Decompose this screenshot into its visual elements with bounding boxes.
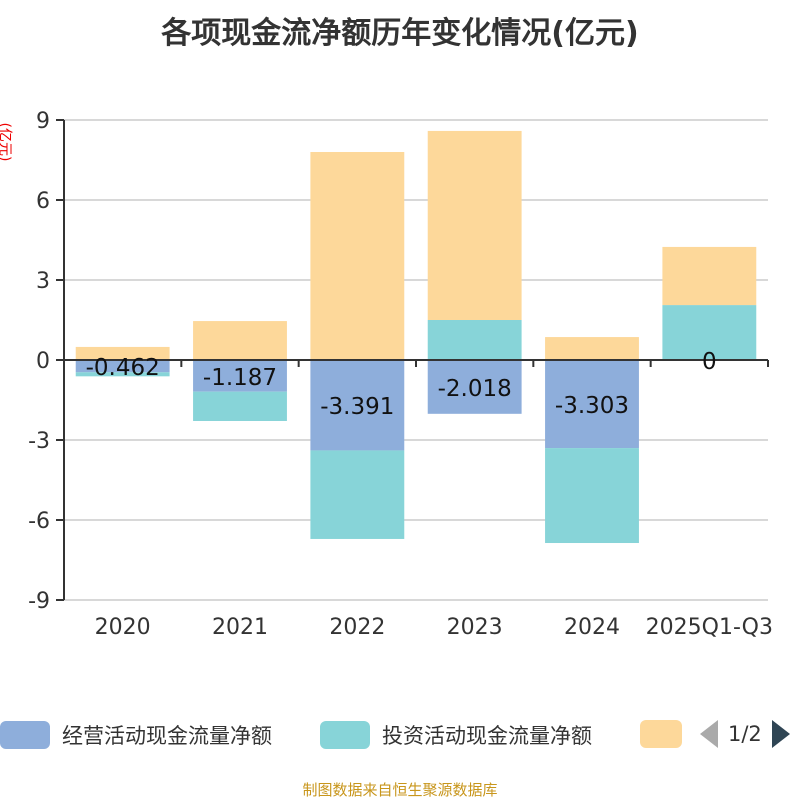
- bar-segment: [310, 152, 405, 360]
- bar-segment: [545, 448, 639, 544]
- legend-item-operating[interactable]: 经营活动现金流量净额: [0, 720, 272, 750]
- bar-segment: [662, 305, 757, 360]
- y-tick-label: 9: [36, 109, 50, 134]
- source-note: 制图数据来自恒生聚源数据库: [302, 781, 498, 799]
- bar-segment: [427, 320, 522, 360]
- chart-svg: 9 6 3 0 -3 -6 -9 2020 2021 2022 2023 2024 2025Q1-Q3 -…: [28, 109, 773, 640]
- y-tick-label: -9: [28, 589, 50, 614]
- x-tick-label: 2022: [329, 615, 385, 640]
- bar-segment: [427, 130, 522, 320]
- bar-segment: [193, 321, 287, 360]
- bar-segment: [75, 372, 170, 377]
- y-tick-label: -3: [28, 429, 50, 454]
- legend-item-financing[interactable]: [640, 720, 694, 748]
- x-tick-label: 2020: [95, 615, 151, 640]
- data-label: -3.391: [320, 394, 394, 420]
- x-tick-label: 2025Q1-Q3: [646, 615, 773, 640]
- bar-segment: [75, 360, 170, 373]
- legend-swatch: [640, 720, 682, 748]
- chart-title: 各项现金流净额历年变化情况(亿元): [161, 16, 639, 51]
- data-label: -2.018: [438, 376, 512, 402]
- y-tick-label: 6: [36, 189, 50, 214]
- bar-segment: [662, 246, 757, 306]
- legend-swatch: [0, 721, 50, 749]
- bar-segment: [310, 360, 405, 451]
- bar-segment: [193, 360, 287, 392]
- legend-label: 经营活动现金流量净额: [62, 724, 272, 748]
- bar-segment: [193, 391, 287, 421]
- bar-segment: [545, 360, 639, 449]
- legend-label: 投资活动现金流量净额: [382, 724, 592, 748]
- x-tick-label: 2023: [447, 615, 503, 640]
- legend-item-investing[interactable]: 投资活动现金流量净额: [320, 720, 592, 750]
- legend-pager: 1/2: [700, 720, 790, 748]
- bar-segment: [310, 450, 405, 539]
- data-label: -3.303: [555, 393, 629, 419]
- next-page-icon[interactable]: [771, 720, 790, 748]
- y-tick-label: -6: [28, 509, 50, 534]
- data-label: 0: [702, 349, 717, 375]
- legend-swatch: [320, 721, 370, 749]
- bar-segment: [427, 360, 522, 414]
- legend: 经营活动现金流量净额 投资活动现金流量净额 1/2: [0, 716, 800, 756]
- bar-segment: [545, 337, 639, 360]
- bar-segment: [75, 346, 170, 360]
- y-tick-label: 0: [36, 349, 50, 374]
- data-label: -0.462: [86, 355, 160, 381]
- prev-page-icon[interactable]: [700, 720, 718, 748]
- data-label: -1.187: [203, 365, 277, 391]
- x-tick-label: 2024: [564, 615, 620, 640]
- x-tick-label: 2021: [212, 615, 268, 640]
- legend-page: 1/2: [728, 722, 762, 746]
- y-tick-label: 3: [36, 269, 50, 294]
